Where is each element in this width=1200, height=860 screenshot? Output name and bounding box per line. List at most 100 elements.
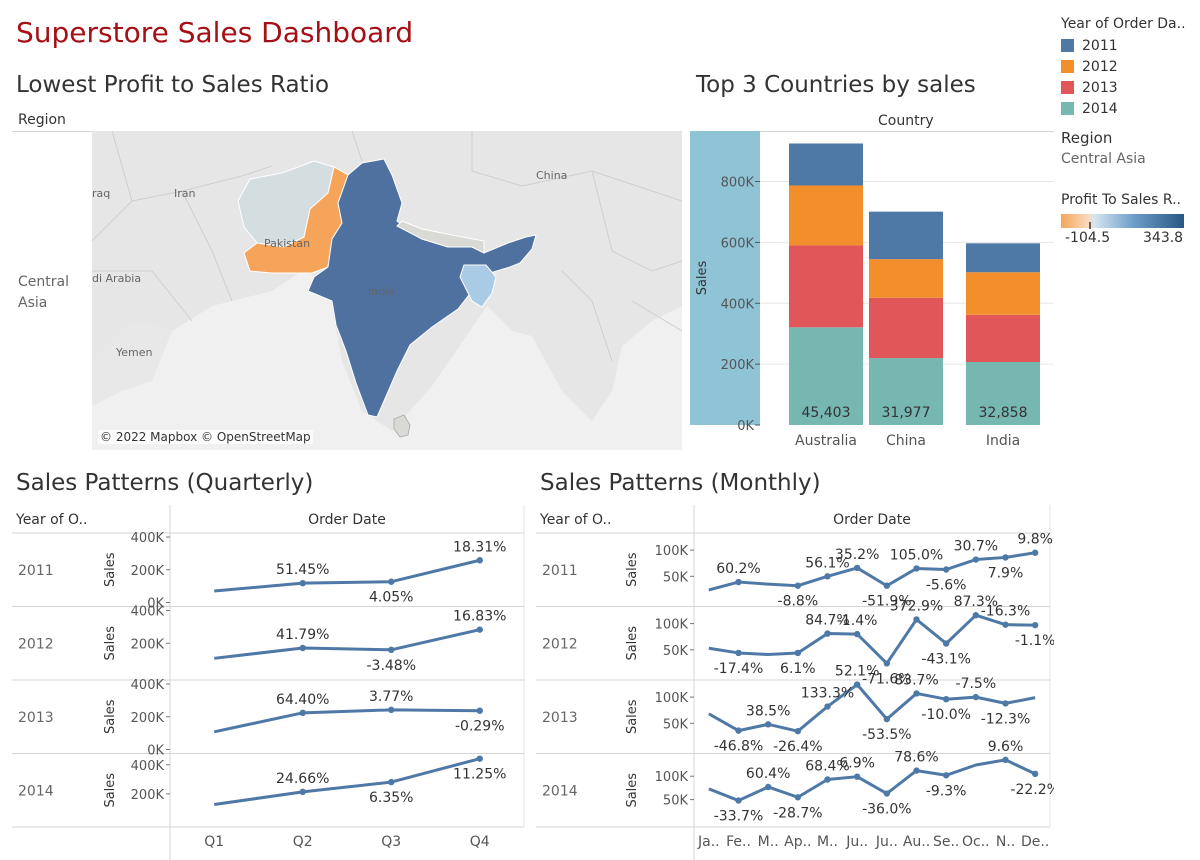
- monthly-point[interactable]: [1031, 549, 1039, 556]
- monthly-point[interactable]: [735, 649, 742, 657]
- monthly-point[interactable]: [735, 797, 742, 804]
- bar-y-axis-label: Sales: [695, 260, 710, 295]
- map-country-srilanka[interactable]: [393, 414, 411, 438]
- bar-australia-2014[interactable]: [789, 327, 863, 425]
- quarterly-point[interactable]: [299, 709, 306, 717]
- quarterly-point[interactable]: [476, 557, 483, 564]
- quarterly-y-tick-label: 0K: [147, 597, 164, 612]
- monthly-point[interactable]: [794, 582, 802, 589]
- quarterly-line-2012[interactable]: [214, 628, 481, 660]
- monthly-point[interactable]: [972, 612, 980, 619]
- map-country-bangladesh[interactable]: [459, 264, 497, 308]
- monthly-point[interactable]: [913, 565, 920, 572]
- monthly-point[interactable]: [942, 640, 950, 647]
- bar-india-2013[interactable]: [966, 314, 1040, 362]
- quarterly-point[interactable]: [388, 646, 395, 653]
- monthly-point[interactable]: [764, 721, 772, 728]
- monthly-data-label: -51.9%: [862, 594, 912, 610]
- quarterly-point[interactable]: [388, 578, 395, 585]
- quarterly-line-2013[interactable]: [213, 708, 480, 734]
- monthly-point[interactable]: [883, 790, 891, 797]
- legend-item-2012[interactable]: 2012: [1061, 56, 1196, 77]
- bar-china-2011[interactable]: [869, 211, 943, 260]
- monthly-line-2014[interactable]: [708, 758, 1036, 803]
- bar-australia-2011[interactable]: [789, 143, 863, 186]
- legend-item-2011[interactable]: 2011: [1061, 35, 1196, 56]
- quarterly-data-label: 41.79%: [276, 627, 329, 643]
- monthly-point[interactable]: [942, 695, 950, 703]
- map-region-header: Region: [18, 112, 66, 128]
- monthly-point[interactable]: [1002, 621, 1009, 628]
- quarterly-title: Sales Patterns (Quarterly): [16, 470, 314, 496]
- monthly-point[interactable]: [883, 660, 891, 667]
- quarterly-data-label: 3.77%: [369, 689, 413, 705]
- bar-australia-2013[interactable]: [789, 245, 863, 328]
- legend-label: 2012: [1082, 58, 1118, 75]
- bar-china-2013[interactable]: [869, 297, 943, 359]
- monthly-point[interactable]: [942, 566, 950, 573]
- bar-china-2014[interactable]: [869, 358, 943, 425]
- monthly-point[interactable]: [794, 727, 802, 735]
- monthly-line-2012[interactable]: [708, 613, 1036, 665]
- legend-item-2014[interactable]: 2014: [1061, 98, 1196, 119]
- quarterly-trellis-chart[interactable]: Year of O.. Order Date 2011 Sales 400K 200K 0K…: [0, 505, 528, 860]
- monthly-point[interactable]: [1002, 756, 1009, 764]
- bar-china-2012[interactable]: [869, 259, 943, 298]
- monthly-point[interactable]: [824, 573, 831, 580]
- monthly-y-tick-label: 50K: [663, 717, 689, 732]
- quarterly-point[interactable]: [476, 707, 483, 714]
- monthly-point[interactable]: [1002, 554, 1009, 561]
- monthly-point[interactable]: [913, 767, 920, 774]
- monthly-point[interactable]: [1031, 770, 1039, 778]
- bar-india-2011[interactable]: [966, 243, 1040, 273]
- monthly-point[interactable]: [1031, 621, 1039, 629]
- bar-data-label: 32,858: [979, 405, 1028, 421]
- monthly-point[interactable]: [972, 556, 980, 563]
- monthly-point[interactable]: [853, 773, 861, 780]
- monthly-data-label: 105.0%: [890, 547, 943, 563]
- monthly-point[interactable]: [824, 776, 831, 783]
- legend-item-2013[interactable]: 2013: [1061, 77, 1196, 98]
- monthly-data-label: 6.9%: [839, 756, 875, 772]
- quarterly-point[interactable]: [476, 626, 483, 633]
- monthly-point[interactable]: [1002, 700, 1009, 707]
- region-filter[interactable]: Region Central Asia: [1061, 129, 1146, 167]
- quarterly-point[interactable]: [299, 644, 306, 652]
- sales-by-country-chart[interactable]: Sales 0K 200K 400K 600K 800K 45,403 Australia 31…: [688, 131, 1054, 451]
- south-asia-map[interactable]: Iran China Pakistan India di Arabia Yemen raq: [92, 131, 682, 450]
- monthly-point[interactable]: [764, 783, 772, 791]
- monthly-point[interactable]: [913, 616, 920, 623]
- monthly-point[interactable]: [794, 649, 802, 657]
- quarterly-point[interactable]: [299, 788, 306, 796]
- monthly-point[interactable]: [913, 690, 920, 697]
- map-country-nepal[interactable]: [396, 220, 485, 254]
- quarterly-point[interactable]: [388, 778, 395, 786]
- monthly-trellis-chart[interactable]: Year of O.. Order Date 2011 Sales 100K 50K 60.…: [530, 505, 1060, 860]
- quarterly-y-tick-label: 0K: [147, 744, 164, 759]
- monthly-point[interactable]: [794, 794, 802, 801]
- map-label-di-arabia: di Arabia: [92, 272, 141, 285]
- bar-australia-2012[interactable]: [789, 185, 863, 246]
- quarterly-point[interactable]: [299, 579, 306, 587]
- monthly-point[interactable]: [824, 630, 831, 637]
- monthly-point[interactable]: [883, 715, 891, 723]
- quarterly-line-2014[interactable]: [214, 757, 481, 806]
- monthly-point[interactable]: [972, 693, 980, 701]
- bar-india-2012[interactable]: [966, 272, 1040, 315]
- quarterly-line-2011[interactable]: [214, 558, 481, 593]
- monthly-point[interactable]: [853, 564, 861, 572]
- bar-india-2014[interactable]: [966, 362, 1040, 425]
- monthly-point[interactable]: [853, 630, 861, 638]
- monthly-point[interactable]: [853, 681, 861, 688]
- monthly-point[interactable]: [883, 582, 891, 589]
- monthly-point[interactable]: [824, 703, 831, 710]
- monthly-point[interactable]: [942, 772, 950, 779]
- monthly-line-2011[interactable]: [708, 551, 1036, 592]
- quarterly-point[interactable]: [388, 706, 395, 714]
- monthly-point[interactable]: [735, 727, 742, 734]
- quarterly-header-year: Year of O..: [15, 512, 87, 528]
- monthly-point[interactable]: [735, 578, 742, 586]
- region-filter-value[interactable]: Central Asia: [1061, 151, 1146, 167]
- quarterly-point[interactable]: [476, 755, 483, 762]
- monthly-line-2013[interactable]: [708, 683, 1036, 733]
